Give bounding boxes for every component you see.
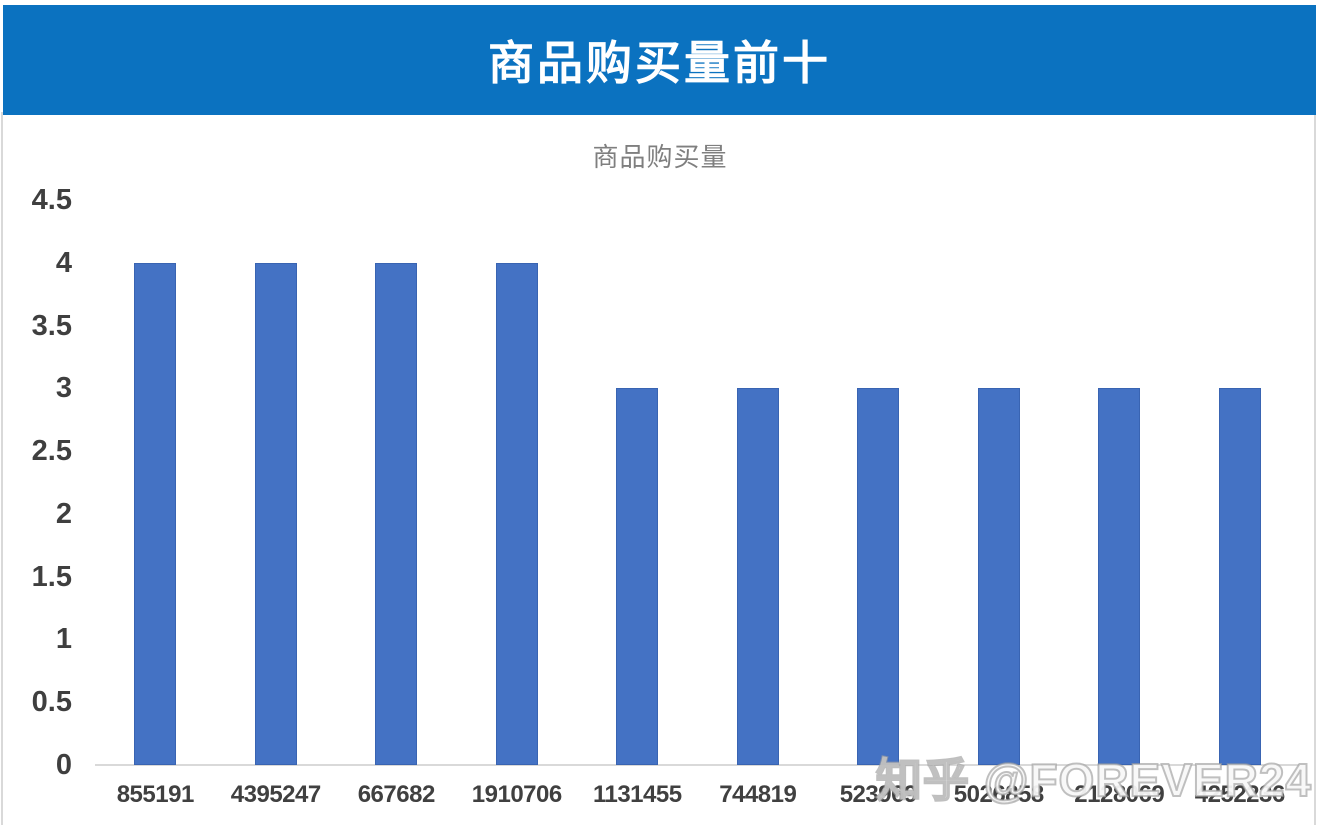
x-category-label: 4395247 (230, 781, 321, 808)
y-tick-label: 2.5 (31, 435, 72, 468)
y-tick-label: 4.5 (31, 184, 72, 216)
x-axis-line (95, 764, 1300, 766)
bar (254, 262, 297, 765)
bar (375, 262, 418, 765)
bar (1218, 388, 1261, 765)
right-border-line (1314, 112, 1316, 825)
y-tick-label: 1.5 (31, 560, 72, 593)
y-tick-label: 2 (55, 497, 72, 530)
page-title: 商品购买量前十 (488, 37, 831, 89)
left-border-line (1, 112, 3, 825)
y-axis: 0 0.5 1 1.5 2 2.5 3 3.5 4 4.5 (0, 184, 72, 781)
y-tick-label: 4 (55, 246, 72, 279)
x-category-label: 4252236 (1194, 781, 1285, 808)
x-category-label: 5026858 (953, 781, 1044, 808)
x-category-label: 855191 (116, 781, 195, 808)
bar (616, 388, 659, 765)
plot-area (95, 200, 1300, 766)
bar (1098, 388, 1141, 765)
y-tick-label: 3.5 (31, 309, 72, 342)
y-tick-label: 3 (55, 372, 72, 405)
x-category-label: 523969 (839, 781, 918, 808)
bar (134, 262, 177, 765)
bar (495, 262, 538, 765)
x-category-label: 744819 (719, 781, 797, 808)
x-category-label: 667682 (357, 781, 436, 808)
chart-title: 商品购买量 (592, 142, 728, 172)
x-category-label: 2128069 (1074, 781, 1165, 808)
header-banner: 商品购买量前十 (3, 5, 1316, 115)
x-category-label: 1910706 (471, 781, 562, 808)
y-tick-label: 1 (55, 623, 72, 656)
bar (977, 388, 1020, 765)
x-axis: 855191 4395247 667682 1910706 1131455 744819 5… (95, 781, 1300, 821)
x-category-label: 1131455 (592, 781, 682, 808)
watermark: 知乎 @FOREVER24 (875, 753, 1312, 807)
y-tick-label: 0 (55, 749, 72, 781)
bar (736, 388, 779, 765)
y-tick-label: 0.5 (31, 686, 72, 719)
bar (857, 388, 900, 765)
